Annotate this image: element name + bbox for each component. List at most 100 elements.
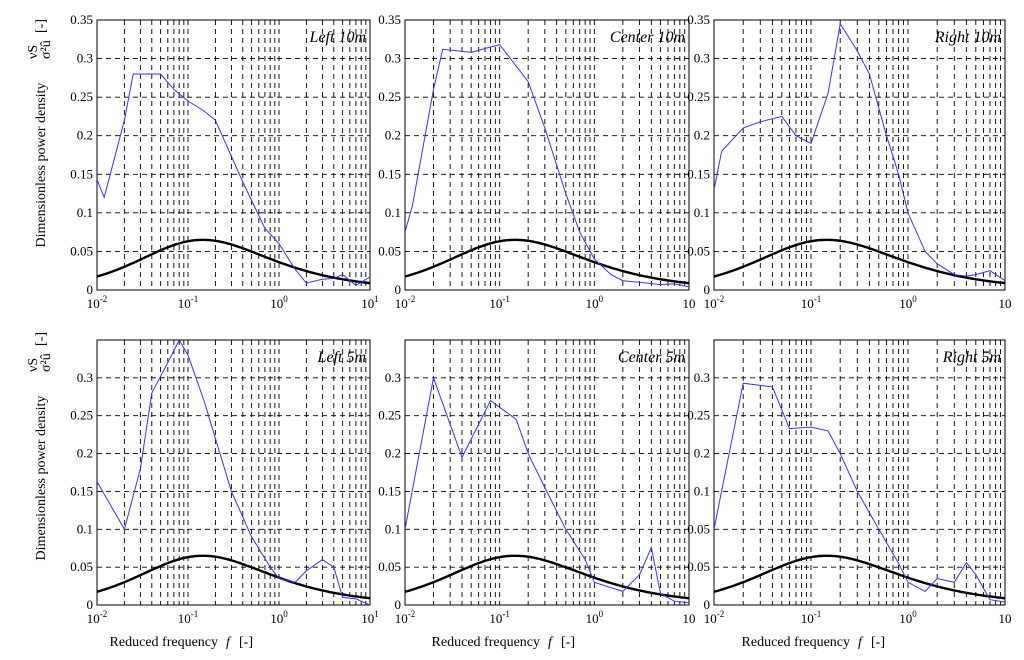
y-tick-label: 0 (87, 282, 94, 297)
y-tick-label: 0.3 (694, 51, 710, 66)
y-tick-label: 0.1 (77, 205, 93, 220)
xlabel-2: Reduced frequency f [-] (432, 635, 575, 650)
xlabel-symbol: f (226, 635, 232, 650)
x-tick-label: 10-1 (489, 294, 509, 311)
y-tick-label: 0.35 (687, 12, 710, 27)
plot-frame (713, 19, 1006, 291)
plot-frame (96, 19, 371, 291)
ylabel-symbol-num: νS (26, 45, 41, 59)
panel-title: Right 10m (934, 29, 1001, 46)
y-tick-label: 0 (704, 597, 711, 612)
ylabel-units: [-] (34, 332, 49, 346)
xlabel-1: Reduced frequency f [-] (110, 635, 253, 650)
x-tick-label: 100 (899, 294, 917, 311)
model-series-line (714, 554, 1005, 600)
chart-panel-1: 0 0.05 0.1 0.15 0.2 0.25 0.3 0.35 10-2 10-1 100 101… (70, 12, 379, 311)
ylabel-text: Dimensionless power density (34, 396, 49, 561)
y-tick-label: 0 (704, 282, 711, 297)
panel-title: Center 10m (610, 29, 685, 46)
y-tick-label: 0.1 (694, 205, 710, 220)
measured-series-line (405, 375, 689, 604)
panel-title: Left 10m (309, 29, 366, 46)
y-tick-label: 0.1 (694, 483, 710, 498)
y-tick-label: 0.15 (378, 166, 401, 181)
x-tick-label: 10 (683, 296, 696, 311)
x-tick-label: 10-1 (178, 294, 199, 311)
y-tick-label: 0 (395, 282, 402, 297)
measured-series-line (405, 44, 689, 288)
y-tick-label: 0.05 (687, 521, 710, 536)
y-tick-label: 0.2 (385, 128, 401, 143)
y-tick-label: 0.2 (694, 446, 710, 461)
xlabel-symbol: f (548, 635, 554, 650)
measured-series-line (714, 22, 1005, 282)
plot-frame (713, 339, 1006, 606)
x-tick-label: 10-2 (704, 609, 725, 626)
xlabel-units: [-] (561, 635, 575, 650)
y-tick-label: 0.3 (77, 370, 93, 385)
plot-frame (404, 19, 690, 291)
panel-title: Left 5m (317, 349, 366, 366)
x-tick-label: 10-2 (87, 294, 108, 311)
x-tick-label: 101 (361, 609, 379, 626)
ylabel-symbol-den: σ²û (39, 353, 54, 372)
plot-frame (96, 339, 371, 606)
x-tick-label: 10-1 (801, 609, 822, 626)
xlabel-text: Reduced frequency (742, 635, 850, 650)
y-tick-label: 0 (395, 597, 402, 612)
x-tick-label: 10-2 (395, 294, 416, 311)
y-tick-label: 0.25 (378, 408, 401, 423)
y-tick-label: 0.25 (687, 89, 710, 104)
panel-title: Center 5m (618, 349, 685, 366)
x-tick-label: 100 (899, 609, 917, 626)
x-tick-label: 10 (999, 611, 1012, 626)
chart-panel-3: 0 0.05 0.1 0.15 0.2 0.25 0.3 0.35 10-2 10-1 100 10 R… (687, 12, 1011, 311)
y-tick-label: 0.3 (694, 370, 710, 385)
x-tick-label: 100 (270, 609, 288, 626)
y-tick-label: 0.1 (385, 521, 401, 536)
model-series-line (97, 238, 370, 285)
y-tick-label: 0.05 (70, 559, 93, 574)
y-tick-label: 0.25 (70, 408, 93, 423)
xlabel-text: Reduced frequency (432, 635, 540, 650)
y-tick-label: 0.25 (378, 89, 401, 104)
model-series-line (714, 238, 1005, 285)
y-tick-label: 0.35 (378, 12, 401, 27)
y-tick-label: 0 (87, 597, 94, 612)
model-series-line (405, 238, 689, 285)
y-tick-label: 0.15 (687, 166, 710, 181)
xlabel-text: Reduced frequency (110, 635, 218, 650)
y-tick-label: 0.2 (77, 128, 93, 143)
y-tick-label: 0.1 (385, 205, 401, 220)
y-tick-label: 0.05 (687, 559, 710, 574)
x-tick-label: 10-1 (801, 294, 822, 311)
y-tick-label: 0.05 (378, 243, 401, 258)
ylabel-text: Dimensionless power density (34, 83, 49, 248)
ylabel-top: Dimensionless power density νS σ²û [-] (26, 19, 54, 247)
y-tick-label: 0.1 (77, 521, 93, 536)
ylabel-symbol-num: νS (26, 358, 41, 372)
y-tick-label: 0.2 (385, 446, 401, 461)
ylabel-bottom: Dimensionless power density νS σ²û [-] (26, 332, 54, 560)
model-series-line (405, 554, 689, 600)
x-tick-label: 10 (683, 611, 696, 626)
measured-series-line (714, 382, 1005, 603)
xlabel-units: [-] (239, 635, 253, 650)
x-tick-label: 10-1 (178, 609, 199, 626)
plot-frame (404, 339, 690, 606)
x-tick-label: 100 (586, 294, 604, 311)
y-tick-label: 0.3 (385, 370, 401, 385)
measured-series-line (97, 340, 370, 605)
y-tick-label: 0.05 (378, 559, 401, 574)
chart-panel-2: 0 0.05 0.1 0.15 0.2 0.25 0.3 0.35 10-2 10-1 100 10 C… (378, 12, 695, 311)
y-tick-label: 0.05 (687, 243, 710, 258)
y-tick-label: 0.25 (70, 89, 93, 104)
x-tick-label: 10-2 (704, 294, 725, 311)
x-tick-label: 10 (999, 296, 1012, 311)
y-tick-label: 0.2 (694, 128, 710, 143)
y-tick-label: 0.15 (378, 483, 401, 498)
chart-panel-6: 0 0.05 0.05 0.1 0.2 0.25 0.3 10-2 10-1 100 10 Right… (687, 339, 1012, 626)
xlabel-symbol: f (858, 635, 864, 650)
x-tick-label: 100 (270, 294, 288, 311)
